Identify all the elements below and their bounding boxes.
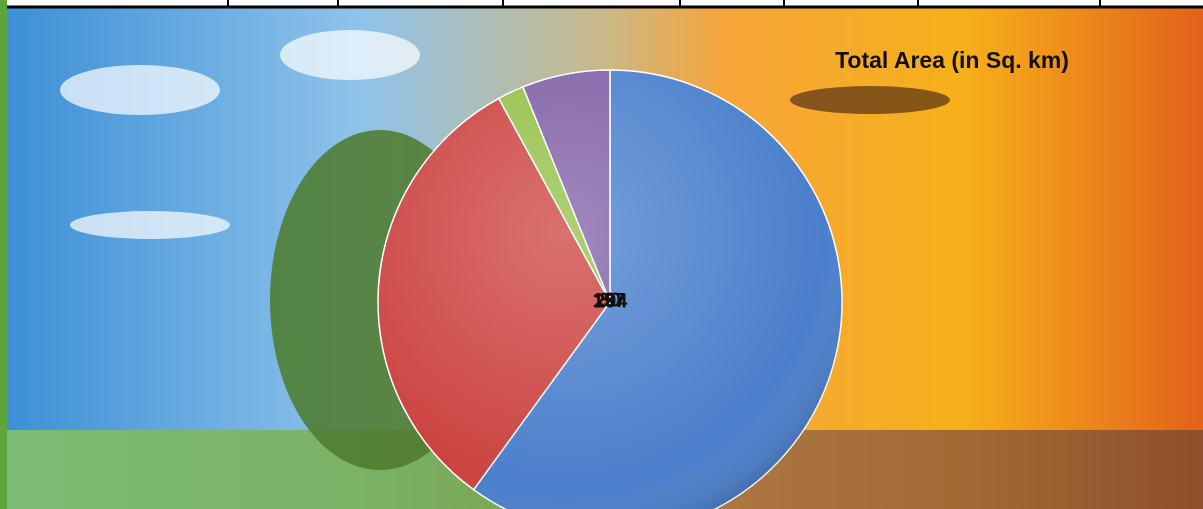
chart: Total Area (in Sq. km) 294157930 [0, 0, 1203, 509]
cloud [70, 211, 230, 239]
data-label: 30 [599, 289, 621, 311]
cloud [280, 30, 420, 80]
left-border [0, 0, 7, 509]
cloud [790, 86, 950, 114]
chart-title: Total Area (in Sq. km) [835, 47, 1069, 73]
cloud [60, 65, 220, 115]
